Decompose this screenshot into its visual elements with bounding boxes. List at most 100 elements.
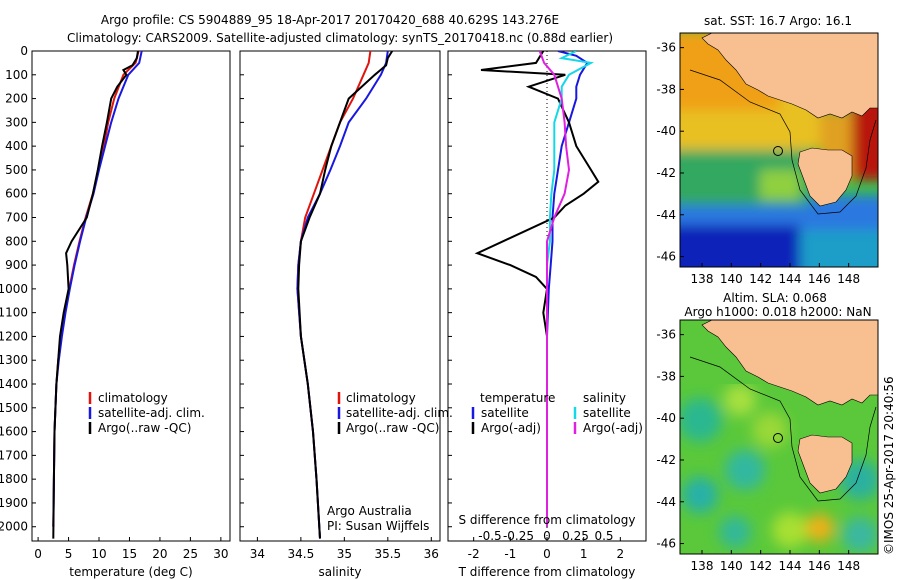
sst-map-frame [679, 32, 879, 268]
legend-argo: Argo(..raw -QC) [346, 421, 439, 435]
legend-temperature-title: temperature [480, 391, 555, 405]
shelf-contour [689, 69, 877, 215]
legend-salinity-title: salinity [583, 391, 626, 405]
legend-climatology: climatology [346, 391, 416, 405]
legend-s-argo: Argo(-adj) [583, 421, 643, 435]
map-lon-label: 144 [779, 272, 802, 286]
depth-tick-label: 100 [5, 68, 28, 82]
depth-tick-label: 1400 [0, 377, 28, 391]
map-lat-label: -44 [656, 208, 676, 222]
map-lat-label: -38 [656, 369, 676, 383]
depth-tick-label: 0 [20, 44, 28, 58]
x-tick-label: 25 [183, 547, 198, 561]
depth-tick-label: 700 [5, 211, 28, 225]
sla-map-frame [679, 319, 879, 555]
x-tick-label: 2 [617, 547, 625, 561]
temperature-plot-frame [31, 50, 231, 542]
s-diff-tick-label: 0.5 [594, 529, 613, 543]
s-diff-tick-label: -0.5 [478, 529, 501, 543]
map-lat-label: -44 [656, 495, 676, 509]
sla-map-axes: 138 140 142 144 146 148 -36 -38 -40 -42 -44 -46 [656, 328, 860, 573]
sla-map-title-line1: Altim. SLA: 0.068 [723, 291, 827, 305]
map-lat-label: -42 [656, 453, 676, 467]
map-lon-label: 146 [808, 559, 831, 573]
sla-map [680, 320, 878, 554]
map-lat-label: -40 [656, 411, 676, 425]
s-difference-axis-label: S difference from climatology [459, 513, 636, 527]
series-line [297, 51, 394, 539]
header-line1: Argo profile: CS 5904889_95 18-Apr-2017 … [101, 13, 559, 27]
depth-tick-label: 1000 [0, 282, 28, 296]
australia-mainland [701, 320, 878, 406]
australia-mainland [701, 33, 878, 119]
x-tick-label: 35 [337, 547, 352, 561]
x-tick-label: 1 [580, 547, 588, 561]
depth-tick-label: 1700 [0, 448, 28, 462]
map-lon-label: 140 [720, 272, 743, 286]
legend-t-satellite: satellite [481, 406, 529, 420]
depth-tick-label: 600 [5, 187, 28, 201]
temperature-axis-label: temperature (deg C) [69, 565, 192, 579]
x-tick-label: 20 [152, 547, 167, 561]
s-diff-tick-label: -0.25 [503, 529, 534, 543]
series-line [52, 51, 139, 539]
sla-map-title-line2: Argo h1000: 0.018 h2000: NaN [684, 305, 871, 319]
map-lon-label: 148 [837, 559, 860, 573]
depth-tick-label: 900 [5, 258, 28, 272]
series-line [474, 51, 600, 527]
salinity-difference-axis: -0.5-0.2500.250.5 [478, 529, 613, 543]
map-lat-label: -42 [656, 166, 676, 180]
map-lon-label: 148 [837, 272, 860, 286]
x-tick-label: 15 [122, 547, 137, 561]
depth-tick-label: 1300 [0, 353, 28, 367]
sst-map [680, 33, 878, 267]
imos-credit: ©IMOS 25-Apr-2017 20:40:56 [882, 376, 896, 555]
map-lat-label: -36 [656, 328, 676, 342]
temperature-legend: climatology satellite-adj. clim. Argo(..… [88, 391, 205, 435]
tasmania [797, 147, 853, 207]
argo-location-marker [773, 433, 783, 443]
depth-tick-label: 500 [5, 163, 28, 177]
x-tick-label: 0 [543, 547, 551, 561]
salinity-legend: climatology satellite-adj. clim. Argo(..… [337, 391, 453, 435]
map-lat-label: -36 [656, 41, 676, 55]
depth-tick-label: 1900 [0, 496, 28, 510]
map-lon-label: 144 [779, 559, 802, 573]
tasmania [797, 434, 853, 494]
map-lat-label: -38 [656, 82, 676, 96]
legend-t-argo: Argo(-adj) [481, 421, 541, 435]
depth-tick-label: 200 [5, 92, 28, 106]
x-tick-label: 34 [250, 547, 265, 561]
x-tick-label: 36 [424, 547, 439, 561]
t-difference-axis-label: T difference from climatology [458, 565, 636, 579]
x-tick-label: 30 [213, 547, 228, 561]
map-lon-label: 138 [691, 559, 714, 573]
map-lon-label: 146 [808, 272, 831, 286]
salinity-x-axis: 34 34.5 35 35.5 36 [250, 537, 439, 561]
temperature-series [52, 51, 143, 539]
legend-satellite: satellite-adj. clim. [346, 406, 453, 420]
argo-australia-label: Argo Australia [327, 504, 412, 518]
depth-tick-label: 1800 [0, 472, 28, 486]
x-tick-label: -1 [504, 547, 516, 561]
difference-series [474, 51, 600, 527]
map-lat-label: -40 [656, 124, 676, 138]
x-tick-label: 35.5 [374, 547, 401, 561]
series-line [538, 51, 571, 527]
depth-tick-label: 300 [5, 115, 28, 129]
salinity-plot-frame [239, 50, 441, 542]
map-lon-label: 140 [720, 559, 743, 573]
sst-map-axes: 138 140 142 144 146 148 -36 -38 -40 -42 -44 -46 [656, 41, 860, 286]
x-tick-label: -2 [468, 547, 480, 561]
depth-tick-label: 400 [5, 139, 28, 153]
depth-tick-label: 800 [5, 234, 28, 248]
series-line [546, 51, 589, 527]
depth-tick-label: 1200 [0, 329, 28, 343]
depth-tick-label: 1600 [0, 425, 28, 439]
salinity-series [296, 51, 394, 539]
header-line2: Climatology: CARS2009. Satellite-adjuste… [67, 31, 613, 45]
salinity-axis-label: salinity [318, 565, 361, 579]
legend-argo: Argo(..raw -QC) [98, 421, 191, 435]
map-lon-label: 142 [749, 272, 772, 286]
